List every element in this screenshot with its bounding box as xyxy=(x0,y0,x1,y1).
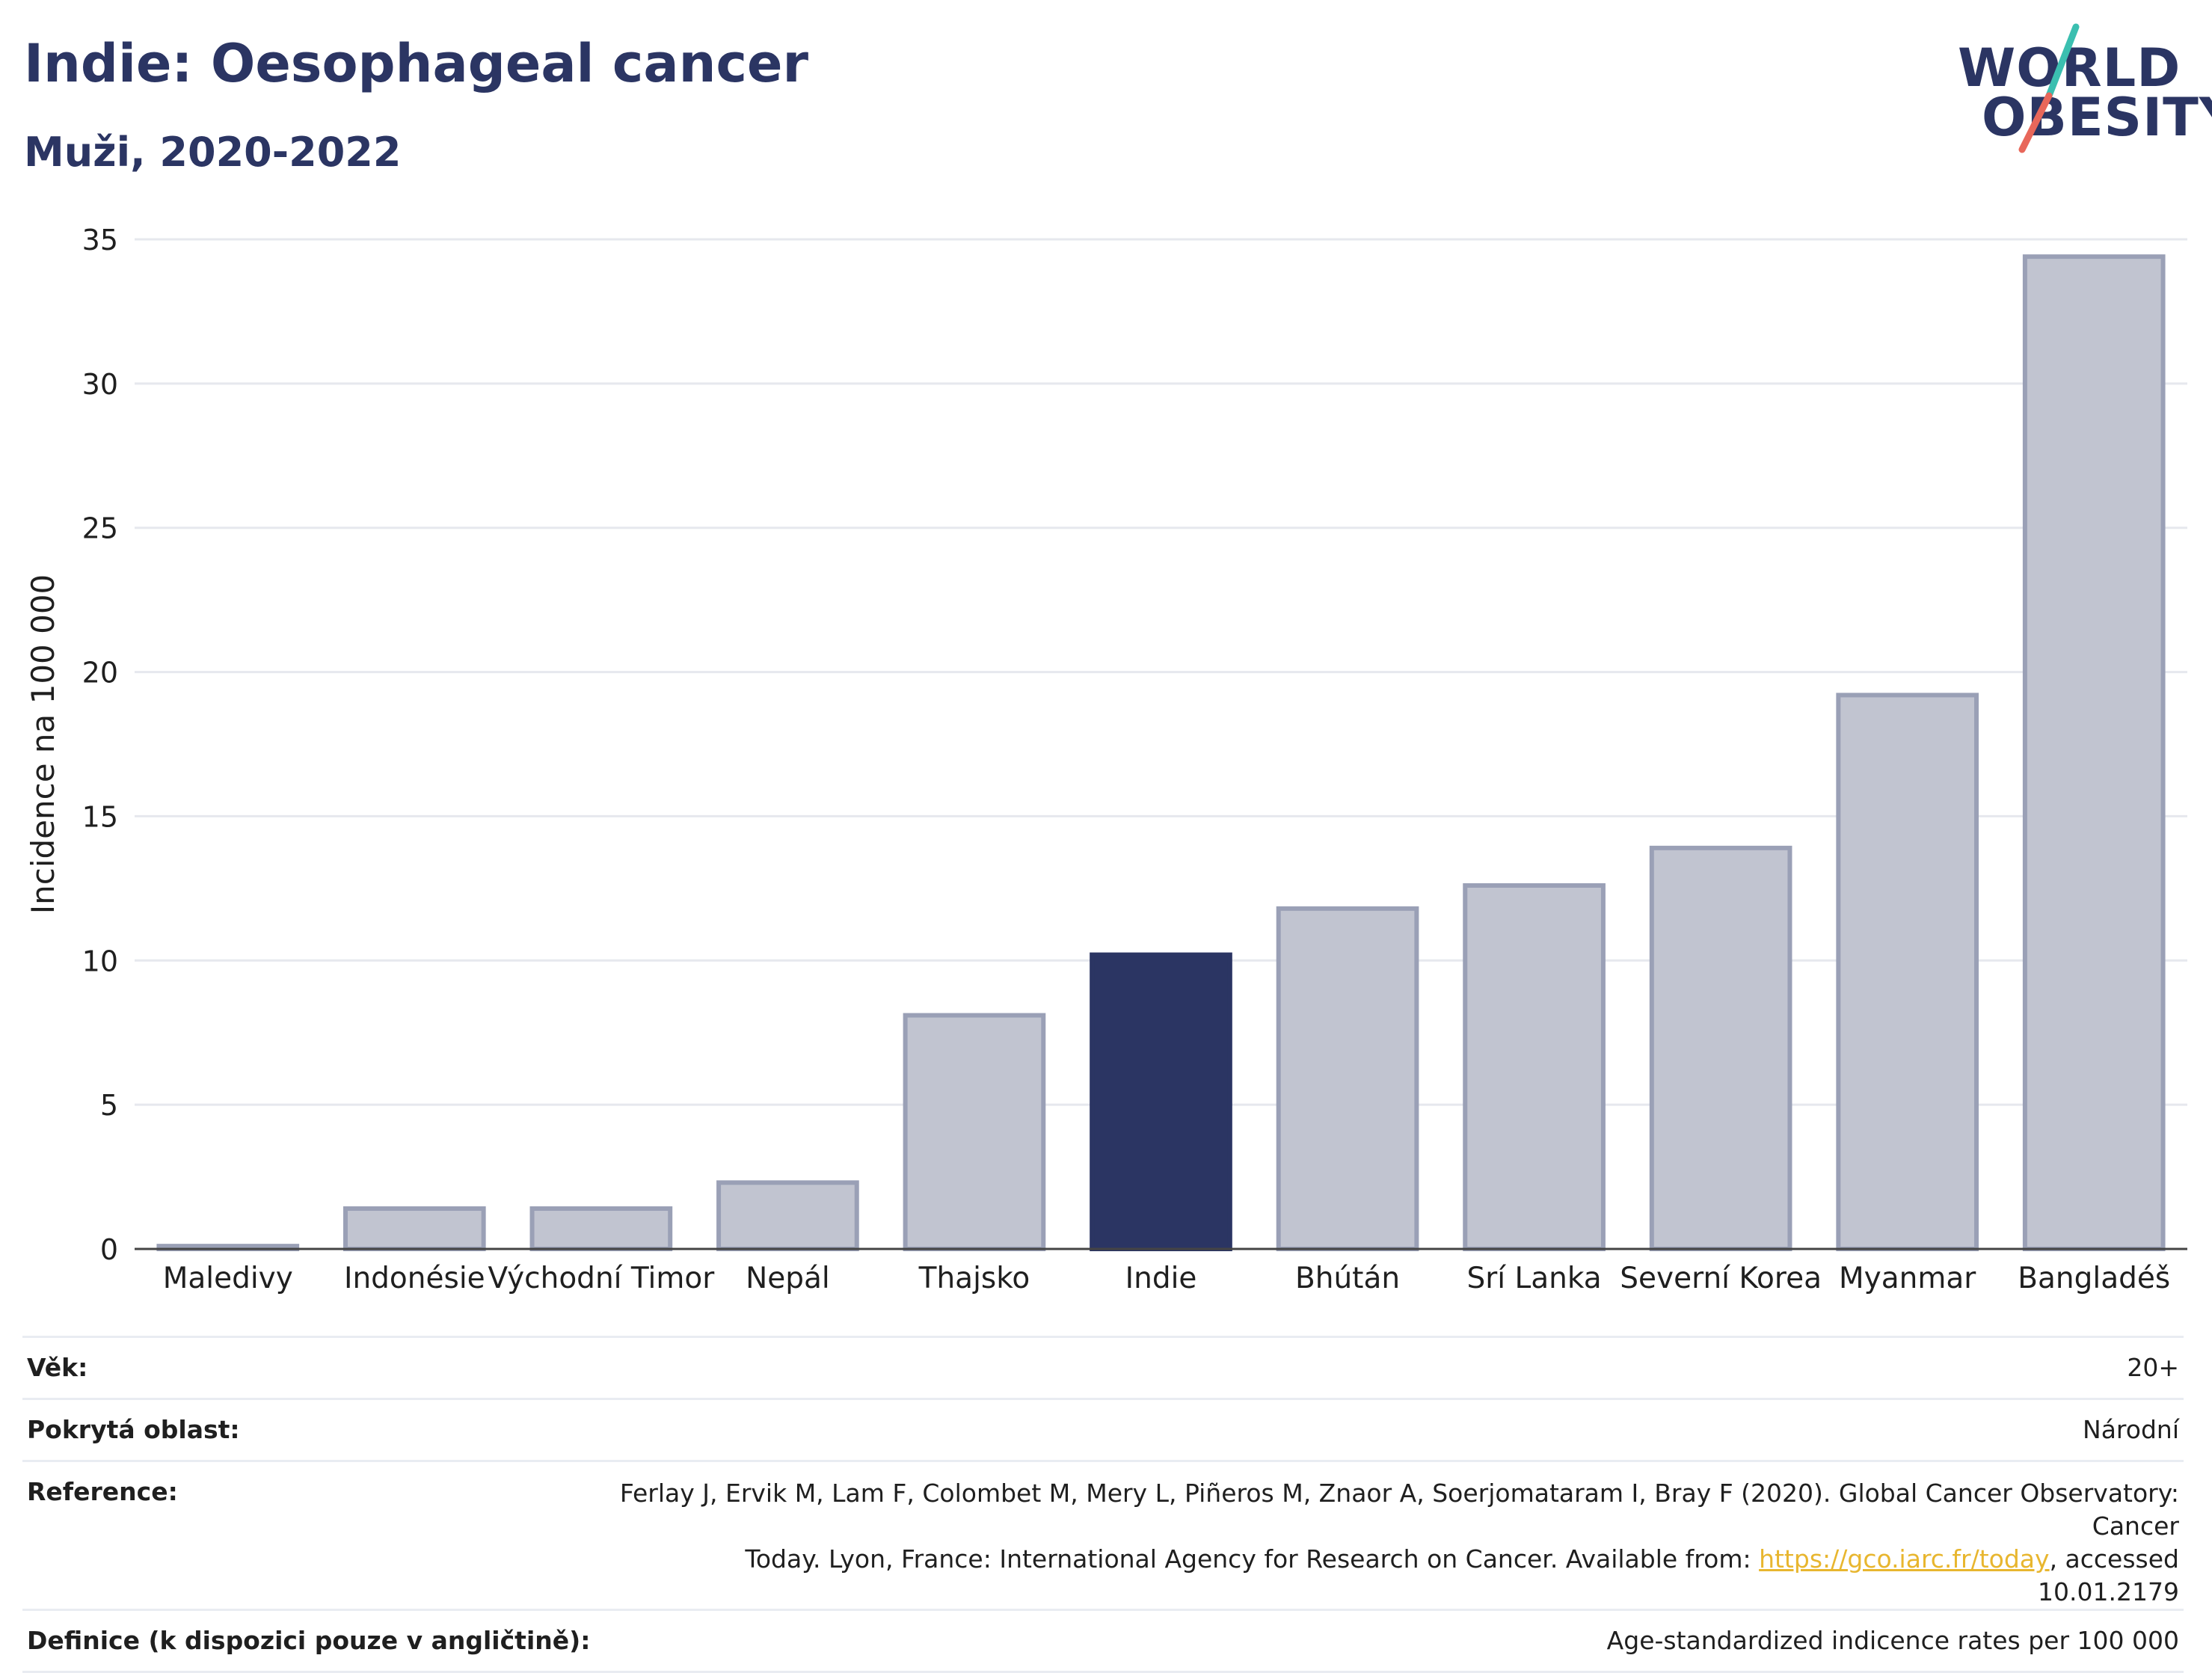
y-axis-label: Incidence na 100 000 xyxy=(25,574,61,915)
meta-key: Definice (k dispozici pouze v angličtině… xyxy=(22,1609,595,1673)
y-tick-label: 30 xyxy=(82,368,118,401)
bar-indon-sie xyxy=(342,1206,486,1251)
x-tick-label: Thajsko xyxy=(918,1262,1030,1295)
x-tick-label: Myanmar xyxy=(1839,1262,1976,1295)
meta-value: 20+ xyxy=(595,1336,2184,1399)
meta-key: Věk: xyxy=(22,1336,595,1399)
bar-nep-l xyxy=(716,1180,859,1252)
x-axis-ticks: Maledivy Indonésie Východní Timor Nepál Thaj… xyxy=(163,1262,2170,1295)
bars xyxy=(156,254,2166,1252)
reference-accessed: , accessed 10.01.2179 xyxy=(2038,1544,2179,1606)
x-tick-label: Nepál xyxy=(746,1262,830,1295)
bar-chart: 0 5 10 15 20 25 30 35 Maledivy Indonésie Východní… xyxy=(25,224,2187,1295)
reference-text: Today. Lyon, France: International Agenc… xyxy=(745,1544,1760,1574)
bar-banglad- xyxy=(2022,254,2166,1252)
logo-slash-icon xyxy=(2018,23,2080,153)
x-tick-label: Východní Timor xyxy=(488,1262,715,1295)
x-tick-label: Severní Korea xyxy=(1620,1262,1822,1295)
bar-sr-lanka xyxy=(1463,883,1606,1251)
world-obesity-logo: WORLD OBESITY xyxy=(1944,21,2212,163)
bar-indie xyxy=(1090,952,1232,1251)
meta-key: Reference: xyxy=(22,1460,595,1610)
bar-bh-t-n xyxy=(1276,906,1419,1251)
page-title: Indie: Oesophageal cancer xyxy=(24,33,808,94)
logo-line-2: OBESITY xyxy=(1982,87,2212,148)
x-tick-label: Maledivy xyxy=(163,1262,293,1295)
bar-thajsko xyxy=(903,1013,1046,1251)
meta-value: Ferlay J, Ervik M, Lam F, Colombet M, Me… xyxy=(595,1460,2184,1610)
y-tick-label: 5 xyxy=(100,1089,118,1122)
meta-row-reference: Reference: Ferlay J, Ervik M, Lam F, Col… xyxy=(22,1460,2184,1610)
reference-line-1: Ferlay J, Ervik M, Lam F, Colombet M, Me… xyxy=(619,1479,2179,1541)
bar-severn-korea xyxy=(1649,845,1792,1251)
meta-value: Národní xyxy=(595,1398,2184,1461)
y-tick-label: 0 xyxy=(100,1233,118,1266)
bar-myanmar xyxy=(1836,693,1979,1251)
meta-row-coverage: Pokrytá oblast: Národní xyxy=(22,1398,2184,1461)
meta-key: Pokrytá oblast: xyxy=(22,1398,595,1461)
y-tick-label: 35 xyxy=(82,224,118,257)
y-tick-label: 25 xyxy=(82,512,118,545)
reference-line-2: Today. Lyon, France: International Agenc… xyxy=(599,1543,2179,1609)
meta-value: Age-standardized indicence rates per 100… xyxy=(595,1609,2184,1673)
x-tick-label: Bangladéš xyxy=(2018,1262,2170,1295)
page-subtitle: Muži, 2020-2022 xyxy=(24,129,402,176)
x-tick-label: Srí Lanka xyxy=(1467,1262,1602,1295)
reference-link[interactable]: https://gco.iarc.fr/today xyxy=(1759,1544,2050,1574)
y-tick-label: 20 xyxy=(82,657,118,690)
x-tick-label: Indie xyxy=(1125,1262,1197,1295)
x-tick-label: Indonésie xyxy=(344,1262,485,1295)
x-tick-label: Bhútán xyxy=(1295,1262,1400,1295)
bar-v-chodn-timor xyxy=(529,1206,673,1251)
meta-row-age: Věk: 20+ xyxy=(22,1336,2184,1399)
y-axis-ticks: 0 5 10 15 20 25 30 35 xyxy=(82,224,118,1266)
meta-row-definition: Definice (k dispozici pouze v angličtině… xyxy=(22,1609,2184,1673)
metadata-table: Věk: 20+ Pokrytá oblast: Národní Referen… xyxy=(22,1336,2184,1673)
y-tick-label: 10 xyxy=(82,945,118,977)
y-tick-label: 15 xyxy=(82,800,118,833)
